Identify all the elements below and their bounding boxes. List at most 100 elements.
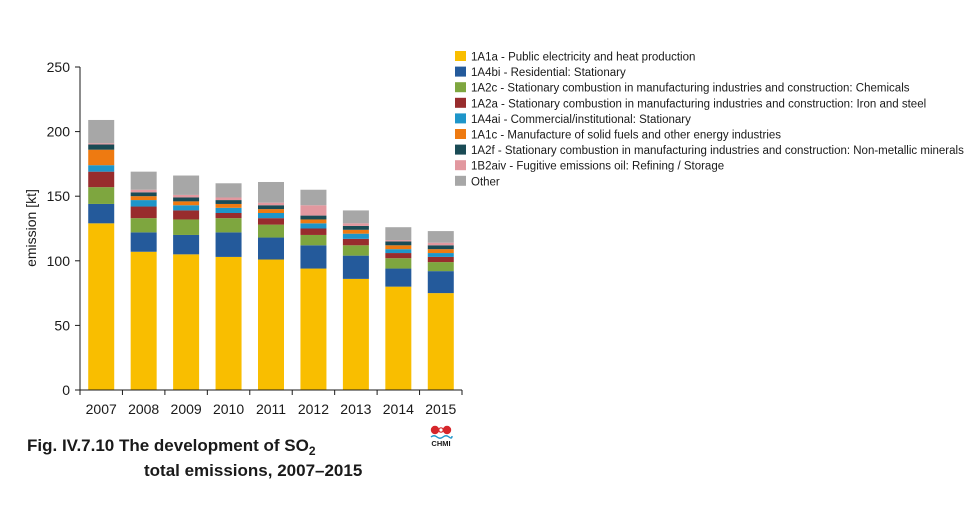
x-tick-label: 2014	[383, 401, 414, 417]
bar-segment	[258, 205, 284, 210]
bar-stack-group	[88, 119, 454, 390]
bar-segment	[342, 255, 369, 279]
x-tick-label: 2012	[298, 401, 329, 417]
caption-prefix: Fig. IV.7.10 The development of SO	[27, 436, 309, 455]
legend-swatch	[455, 113, 466, 124]
bar-segment	[88, 119, 115, 144]
y-tick-label: 50	[54, 317, 70, 333]
bar-segment	[173, 194, 200, 198]
bar-segment	[300, 228, 327, 235]
x-tick-label: 2009	[171, 401, 202, 417]
bar-segment	[385, 245, 412, 250]
bar-segment	[130, 206, 157, 219]
bar-segment	[427, 256, 454, 263]
bar-segment	[385, 268, 412, 287]
x-tick-label: 2015	[425, 401, 456, 417]
legend-swatch	[455, 82, 466, 93]
bar-segment	[342, 229, 369, 234]
bar-segment	[258, 212, 284, 219]
bar-segment	[215, 197, 242, 201]
bar-segment	[300, 205, 327, 216]
caption-line-2: total emissions, 2007–2015	[144, 461, 363, 480]
bar-segment	[427, 293, 454, 390]
y-tick-label: 250	[47, 59, 71, 75]
bar-segment	[300, 234, 327, 246]
bar-segment	[342, 210, 369, 224]
bar-segment	[215, 203, 242, 208]
bar-segment	[258, 218, 284, 225]
x-tick-label: 2007	[86, 401, 117, 417]
bar-segment	[427, 253, 454, 257]
x-tick-label: 2008	[128, 401, 159, 417]
bar-segment	[342, 238, 369, 246]
bar-segment	[215, 212, 242, 219]
bar-segment	[130, 189, 157, 193]
legend-label: 1B2aiv - Fugitive emissions oil: Refinin…	[471, 161, 724, 173]
bar-segment	[88, 223, 115, 390]
bar-segment	[258, 237, 284, 260]
logo-mark-icon	[430, 425, 453, 439]
bar-segment	[385, 241, 412, 246]
bar-segment	[300, 215, 327, 220]
bar-segment	[173, 201, 200, 206]
bar-segment	[427, 249, 454, 254]
bar-segment	[130, 200, 157, 207]
x-tick-label: 2013	[340, 401, 371, 417]
bar-segment	[173, 254, 200, 390]
bar-segment	[342, 233, 369, 239]
bar-segment	[300, 223, 327, 229]
figure-caption: Fig. IV.7.10 The development of SO2 tota…	[27, 436, 362, 481]
legend-swatch	[455, 129, 466, 139]
y-tick-label: 100	[47, 253, 71, 269]
legend-label: 1A1a - Public electricity and heat produ…	[471, 52, 695, 64]
bar-segment	[130, 171, 157, 190]
legend-swatch	[455, 175, 466, 186]
bar-segment	[130, 251, 157, 390]
bar-segment	[88, 165, 115, 172]
bar-segment	[342, 245, 369, 256]
bar-segment	[385, 258, 412, 269]
y-axis-title: emission [kt]	[23, 189, 39, 267]
bar-segment	[88, 144, 115, 150]
bar-segment	[300, 268, 327, 390]
legend-swatch	[455, 66, 466, 77]
y-tick-label: 150	[47, 188, 71, 204]
bar-segment	[173, 234, 200, 255]
bar-segment	[385, 249, 412, 254]
bar-segment	[88, 143, 115, 145]
bar-segment	[258, 259, 284, 390]
caption-subscript: 2	[308, 444, 316, 458]
bar-segment	[342, 278, 369, 390]
bar-segment	[342, 223, 369, 226]
x-tick-group: 2007 2008 2009 2010 2011 2012 2013 2014 2015	[79, 390, 463, 417]
bar-segment	[427, 242, 454, 246]
bar-segment	[88, 187, 115, 204]
legend-swatch	[455, 144, 466, 155]
bar-segment	[215, 183, 242, 198]
bar-segment	[130, 218, 157, 233]
bar-segment	[385, 240, 412, 242]
bar-segment	[173, 210, 200, 220]
bar-segment	[215, 218, 242, 233]
caption-line-1: Fig. IV.7.10 The development of SO2	[27, 436, 316, 458]
bar-segment	[173, 219, 200, 235]
bar-segment	[215, 200, 242, 204]
bar-segment	[385, 253, 412, 259]
legend-label: Other	[471, 176, 500, 188]
bar-segment	[300, 219, 327, 224]
legend-label: 1A2c - Stationary combustion in manufact…	[471, 83, 910, 95]
bar-segment	[88, 149, 115, 166]
y-tick-label: 200	[47, 124, 71, 140]
bar-segment	[427, 231, 454, 243]
x-tick-label: 2010	[213, 401, 244, 417]
legend: 1A1a - Public electricity and heat produ…	[455, 51, 964, 188]
y-tick-label: 0	[62, 382, 70, 398]
bar-segment	[300, 245, 327, 269]
bar-segment	[385, 227, 412, 241]
legend-label: 1A2f - Stationary combustion in manufact…	[471, 145, 964, 157]
bar-segment	[215, 207, 242, 213]
bar-segment	[130, 192, 157, 197]
logo-text: CHMI	[431, 439, 451, 448]
legend-swatch	[455, 160, 466, 171]
